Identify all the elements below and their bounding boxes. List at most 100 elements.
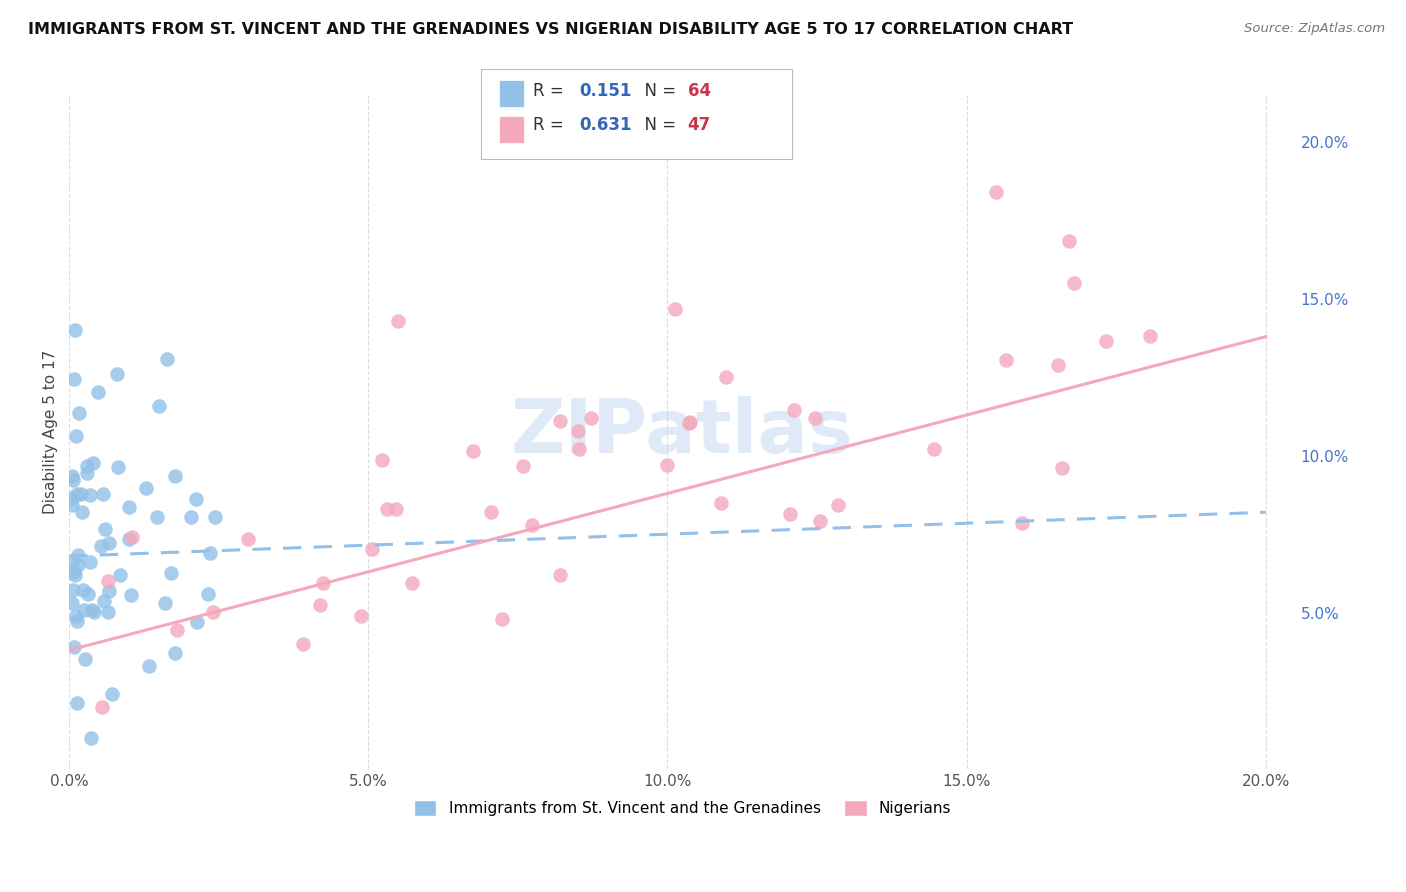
Point <box>548 414 571 428</box>
Text: R =: R = <box>533 116 569 134</box>
Point <box>166 624 188 638</box>
Point <box>657 458 679 473</box>
Point <box>512 459 534 474</box>
Y-axis label: Disability Age 5 to 17: Disability Age 5 to 17 <box>44 351 58 515</box>
Point <box>146 509 169 524</box>
Point <box>709 496 731 510</box>
Point <box>375 501 398 516</box>
Point <box>153 596 176 610</box>
Point <box>1057 235 1080 249</box>
Text: 0.151: 0.151 <box>579 82 631 100</box>
Point <box>87 385 110 400</box>
Point <box>714 369 737 384</box>
Point <box>121 529 143 543</box>
Point <box>186 615 208 630</box>
Point <box>80 731 103 745</box>
Point <box>581 410 603 425</box>
Point <box>202 605 225 619</box>
Point <box>387 314 409 328</box>
Point <box>60 596 83 610</box>
Point <box>65 428 87 442</box>
Point <box>67 406 90 420</box>
Point <box>97 574 120 589</box>
Text: 0.631: 0.631 <box>579 116 631 134</box>
Point <box>60 469 83 483</box>
Point <box>186 492 208 507</box>
Point <box>118 532 141 546</box>
Text: 47: 47 <box>688 116 711 134</box>
Point <box>94 522 117 536</box>
Point <box>808 514 831 528</box>
Point <box>1063 277 1085 291</box>
Point <box>180 510 202 524</box>
Text: Source: ZipAtlas.com: Source: ZipAtlas.com <box>1244 22 1385 36</box>
Point <box>91 487 114 501</box>
Point <box>90 699 112 714</box>
Point <box>66 558 89 572</box>
Text: N =: N = <box>634 82 682 100</box>
Point <box>135 481 157 495</box>
Point <box>156 351 179 366</box>
Point <box>1047 359 1070 373</box>
Text: ZIPatlas: ZIPatlas <box>512 396 853 469</box>
Point <box>463 444 485 458</box>
Point <box>83 605 105 619</box>
Point <box>65 608 87 623</box>
Point <box>385 501 408 516</box>
Point <box>568 442 591 457</box>
Point <box>77 587 100 601</box>
Point <box>107 459 129 474</box>
Point <box>98 535 121 549</box>
Point <box>60 498 83 512</box>
Point <box>63 372 86 386</box>
Point <box>98 584 121 599</box>
Point <box>804 411 827 425</box>
Point <box>120 589 142 603</box>
Point <box>779 507 801 521</box>
Point <box>97 605 120 619</box>
Point <box>62 473 84 487</box>
Point <box>308 599 330 613</box>
Point <box>93 594 115 608</box>
Point <box>138 658 160 673</box>
Point <box>62 582 84 597</box>
Point <box>63 568 86 582</box>
Point <box>63 323 86 337</box>
Point <box>79 488 101 502</box>
Point <box>148 399 170 413</box>
Point <box>60 555 83 569</box>
Point <box>349 608 371 623</box>
Point <box>236 532 259 546</box>
Point <box>986 186 1008 200</box>
Point <box>75 652 97 666</box>
Point <box>66 696 89 710</box>
Point <box>292 637 315 651</box>
Point <box>995 352 1018 367</box>
Point <box>101 687 124 701</box>
Point <box>567 424 589 438</box>
Point <box>70 505 93 519</box>
Point <box>312 576 335 591</box>
Point <box>678 416 700 430</box>
Point <box>159 566 181 580</box>
Text: IMMIGRANTS FROM ST. VINCENT AND THE GRENADINES VS NIGERIAN DISABILITY AGE 5 TO 1: IMMIGRANTS FROM ST. VINCENT AND THE GREN… <box>28 22 1073 37</box>
Point <box>118 500 141 514</box>
Point <box>105 368 128 382</box>
Point <box>80 603 103 617</box>
Point <box>520 518 543 533</box>
Point <box>76 466 98 480</box>
Point <box>1011 516 1033 531</box>
Point <box>79 555 101 569</box>
Point <box>827 498 849 512</box>
Point <box>66 614 89 628</box>
Point <box>371 453 394 467</box>
Point <box>197 587 219 601</box>
Point <box>72 583 94 598</box>
Point <box>360 541 382 556</box>
Text: 64: 64 <box>688 82 710 100</box>
Point <box>479 505 502 519</box>
Point <box>922 442 945 456</box>
Point <box>63 565 86 579</box>
Point <box>1095 334 1118 348</box>
Point <box>1139 329 1161 343</box>
